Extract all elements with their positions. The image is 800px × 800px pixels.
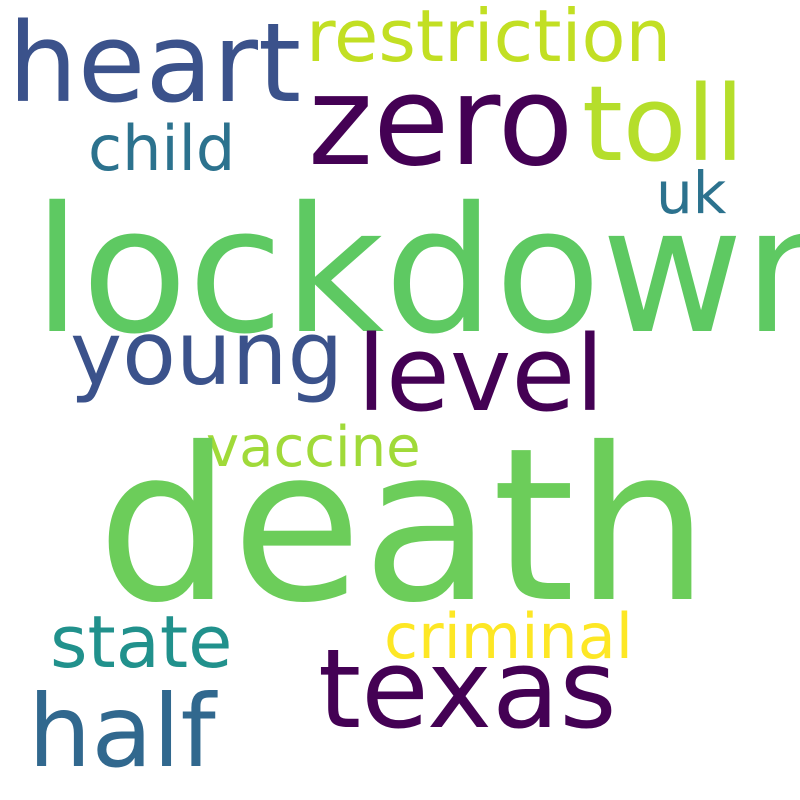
- word-texas: texas: [318, 625, 617, 753]
- word-restriction: restriction: [306, 0, 672, 78]
- word-vaccine: vaccine: [206, 415, 421, 480]
- word-level: level: [357, 313, 605, 435]
- word-uk: uk: [656, 159, 727, 227]
- word-state: state: [50, 600, 233, 684]
- word-lockdown: lockdown: [33, 170, 800, 373]
- word-criminal: criminal: [384, 600, 633, 673]
- word-child: child: [88, 112, 236, 185]
- word-zero: zero: [308, 50, 574, 194]
- word-death: death: [97, 402, 710, 649]
- word-toll: toll: [582, 63, 745, 185]
- word-young: young: [70, 302, 344, 405]
- word-half: half: [28, 673, 216, 790]
- word-heart: heart: [8, 0, 302, 127]
